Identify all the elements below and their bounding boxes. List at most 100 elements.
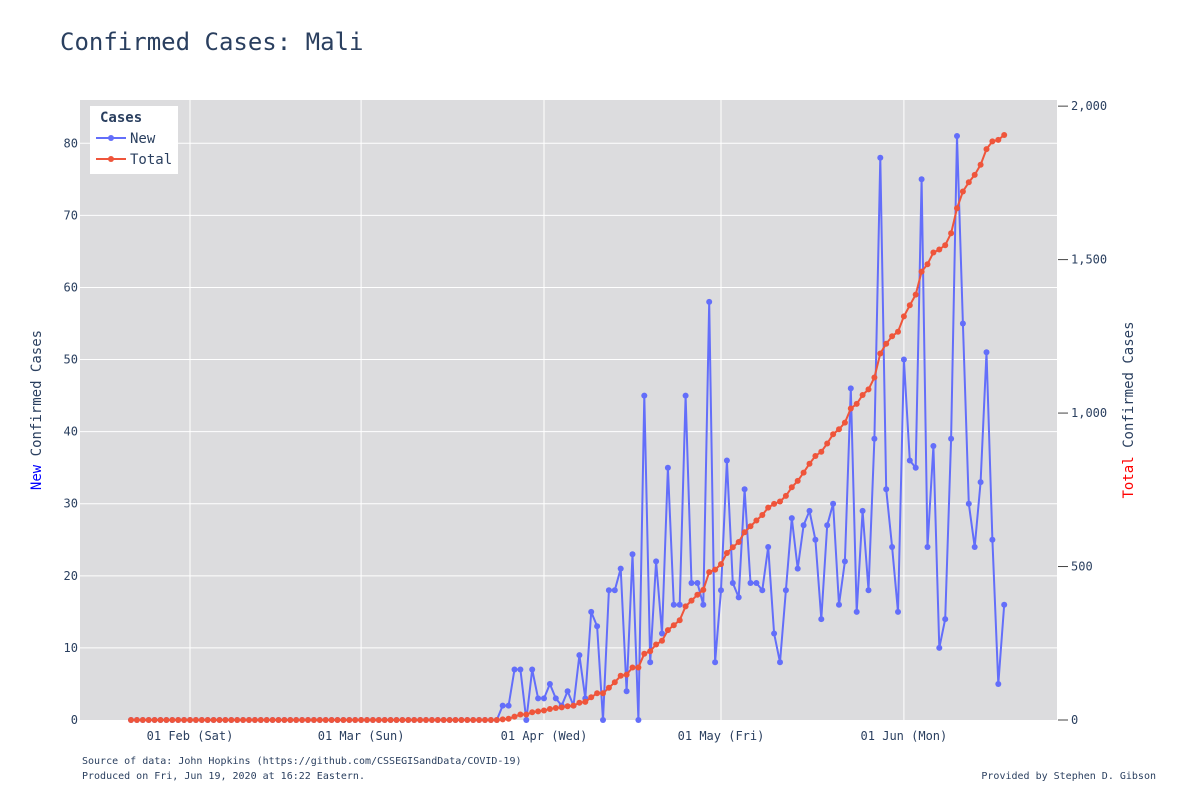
data-point (865, 587, 872, 594)
data-point (305, 717, 311, 723)
data-point (995, 681, 1002, 687)
right-axis-title-rest: Confirmed Cases (1121, 321, 1137, 456)
data-point (688, 580, 695, 586)
data-point (718, 587, 724, 594)
data-point (900, 356, 907, 363)
legend-new-label: New (130, 131, 156, 147)
data-point (635, 717, 642, 723)
data-point (505, 702, 512, 709)
data-point (889, 544, 896, 550)
data-point (458, 717, 465, 723)
data-point (924, 544, 931, 550)
data-point (576, 699, 583, 706)
data-point (340, 717, 347, 723)
data-point (517, 711, 524, 718)
legend-item-total[interactable]: Total (96, 152, 172, 168)
data-point (694, 580, 701, 586)
data-point (564, 703, 571, 710)
data-point (257, 717, 264, 723)
data-point (682, 392, 689, 399)
data-point (930, 443, 937, 449)
data-point (794, 565, 801, 572)
data-point (782, 587, 789, 594)
data-point (959, 320, 966, 327)
data-point (806, 460, 813, 467)
data-point (588, 608, 595, 615)
data-point (983, 146, 990, 153)
left-axis-title: New Confirmed Cases (29, 330, 45, 490)
data-point (841, 419, 848, 426)
data-point (316, 717, 323, 723)
data-point (617, 565, 624, 572)
data-point (393, 717, 400, 723)
data-point (765, 544, 772, 550)
data-point (281, 717, 288, 723)
data-point (753, 517, 760, 524)
data-point (322, 717, 329, 723)
data-point (948, 435, 955, 442)
data-point (246, 717, 252, 723)
data-point (240, 717, 247, 723)
data-point (369, 717, 376, 723)
data-point (735, 539, 742, 545)
data-point (523, 711, 530, 718)
data-point (853, 400, 860, 407)
data-point (753, 580, 760, 586)
data-point (181, 717, 188, 723)
data-point (175, 717, 182, 723)
data-point (535, 708, 542, 715)
data-point (269, 717, 276, 723)
data-point (759, 512, 766, 518)
data-point (399, 717, 406, 723)
data-point (428, 717, 435, 723)
data-point (605, 587, 612, 594)
x-tick-label: 01 Apr (Wed) (501, 729, 588, 743)
series-layer (128, 132, 1008, 723)
data-point (163, 717, 170, 723)
data-point (889, 333, 896, 340)
data-point (487, 717, 494, 723)
data-point (948, 230, 955, 237)
data-point (700, 601, 707, 608)
data-point (847, 385, 854, 392)
data-point (723, 550, 730, 556)
data-point (676, 601, 683, 608)
data-point (676, 617, 683, 624)
plot-area (80, 100, 1057, 720)
data-point (918, 176, 925, 183)
data-point (251, 717, 258, 723)
data-point (741, 529, 748, 536)
data-point (788, 484, 795, 491)
data-point (712, 659, 719, 666)
data-point (222, 717, 229, 723)
data-point (310, 717, 317, 723)
data-point (570, 702, 577, 709)
data-point (558, 704, 565, 711)
data-point (653, 641, 660, 648)
legend-item-new[interactable]: New (96, 131, 156, 147)
data-point (263, 717, 270, 723)
data-point (611, 587, 618, 594)
data-point (712, 566, 719, 573)
data-point (942, 242, 949, 249)
data-point (511, 666, 518, 673)
data-point (352, 717, 359, 723)
data-point (594, 690, 601, 697)
data-point (623, 671, 630, 678)
data-point (659, 637, 665, 644)
data-point (647, 659, 654, 666)
legend[interactable]: Cases New Total (90, 106, 178, 174)
data-point (782, 492, 789, 499)
data-point (936, 644, 943, 651)
data-point (464, 717, 471, 723)
data-point (210, 717, 217, 723)
data-point (718, 561, 724, 568)
right-tick-label: 2,000 (1071, 99, 1107, 113)
data-point (364, 717, 370, 723)
data-point (670, 622, 677, 629)
data-point (529, 666, 536, 673)
left-tick-label: 60 (64, 280, 78, 294)
data-point (800, 469, 807, 476)
data-point (423, 717, 429, 723)
